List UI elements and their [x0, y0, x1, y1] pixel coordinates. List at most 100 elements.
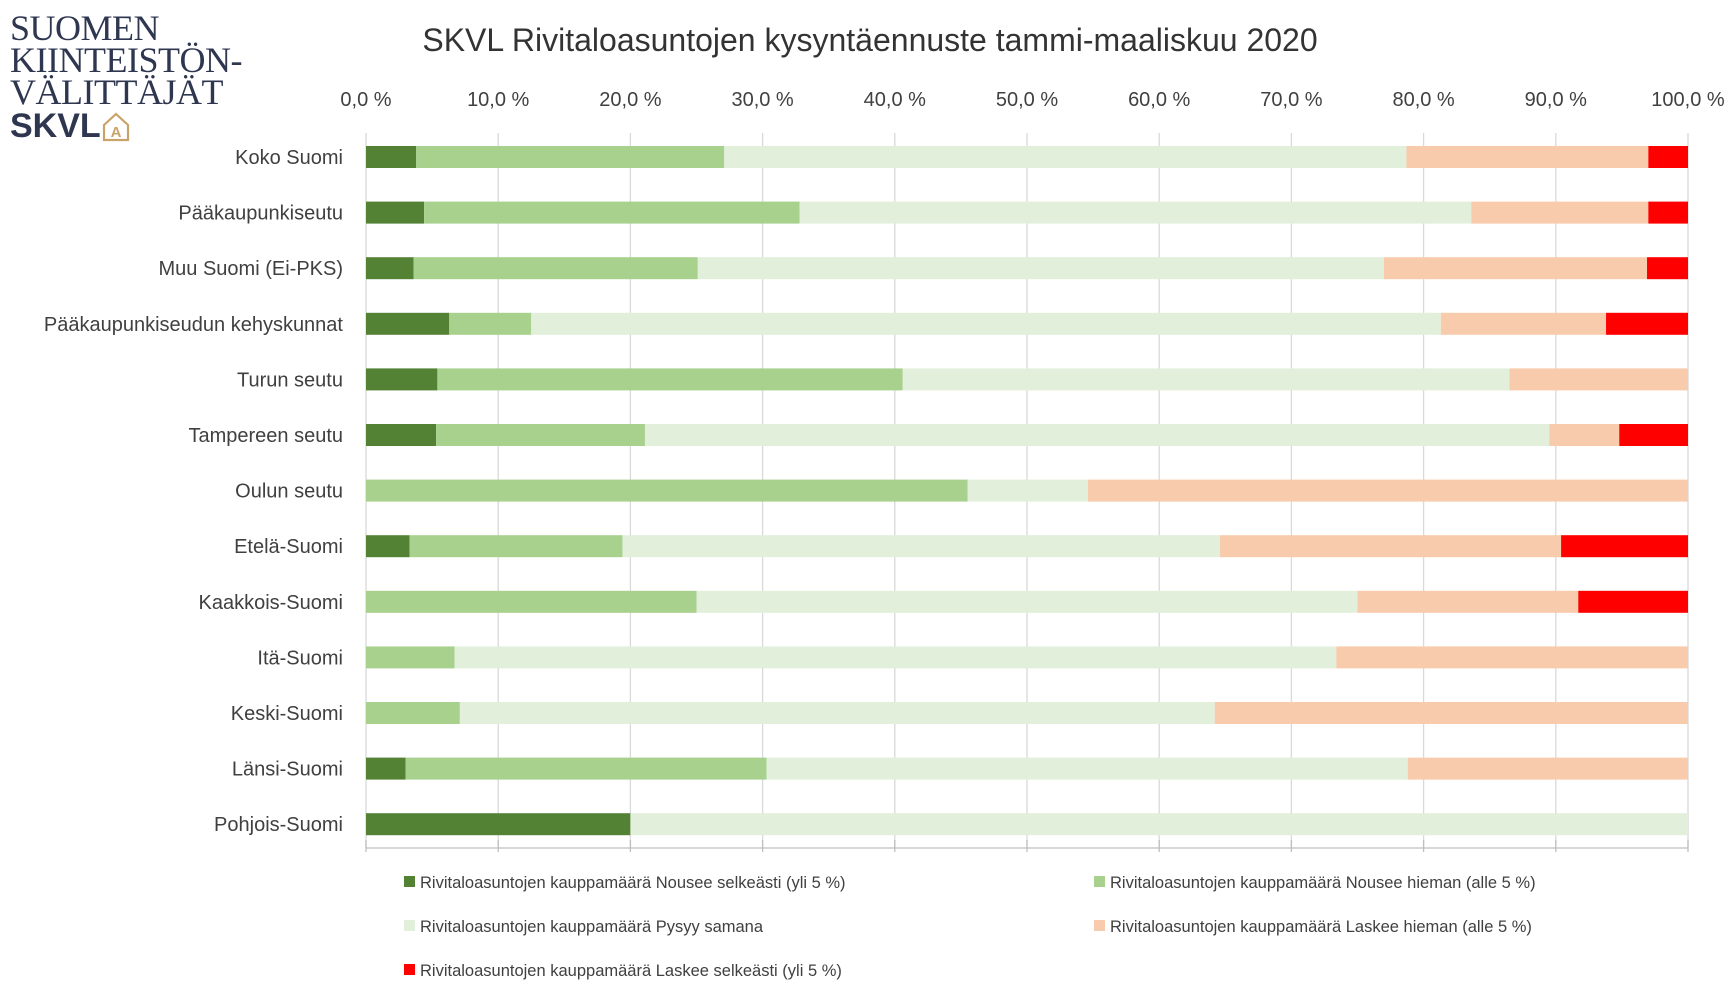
bar-segment	[449, 312, 532, 335]
category-label: Itä-Suomi	[257, 647, 343, 669]
bar-segment	[1647, 257, 1688, 280]
house-icon: A	[102, 112, 130, 142]
bar-segment	[967, 479, 1088, 502]
bar-segment	[1619, 424, 1688, 446]
category-label: Pääkaupunkiseudun kehyskunnat	[44, 314, 344, 336]
bar-segment	[437, 368, 903, 391]
legend-swatch	[404, 876, 415, 887]
bar-segment	[622, 535, 1221, 558]
bar-segment	[1336, 646, 1688, 669]
legend-label: Rivitaloasuntojen kauppamäärä Nousee sel…	[420, 874, 846, 892]
bar-segment	[1648, 146, 1688, 168]
bar-segment	[531, 312, 1441, 335]
bar-segment	[697, 257, 1384, 280]
bar-segment	[366, 201, 425, 224]
bar-segment	[1578, 590, 1688, 613]
bar-segment	[1606, 312, 1688, 335]
bar-segment	[1214, 702, 1688, 724]
logo-line-3: VÄLITTÄJÄT	[10, 72, 223, 112]
category-label: Koko Suomi	[235, 147, 343, 169]
category-labels: Koko Suomi Pääkaupunkiseutu Muu Suomi (Ei-…	[44, 147, 344, 836]
x-tick-label: 70,0 %	[1260, 89, 1322, 111]
x-tick-label: 30,0 %	[731, 89, 793, 111]
bar-segment	[1357, 590, 1579, 613]
bar-segment	[902, 368, 1510, 391]
category-label: Tampereen seutu	[188, 425, 343, 447]
bar-segment	[1087, 479, 1688, 502]
bar-segment	[366, 368, 438, 391]
bar-segment	[366, 646, 455, 669]
x-tick-label: 40,0 %	[864, 89, 926, 111]
bars	[366, 146, 1688, 836]
chart-title: SKVL Rivitaloasuntojen kysyntäennuste ta…	[422, 22, 1318, 58]
bar-segment	[454, 646, 1337, 669]
bar-segment	[799, 201, 1472, 224]
bar-segment	[366, 257, 414, 280]
legend-label: Rivitaloasuntojen kauppamäärä Laskee hie…	[1110, 918, 1532, 936]
x-tick-label: 100,0 %	[1651, 89, 1725, 111]
bar-segment	[366, 590, 697, 613]
category-label: Oulun seutu	[235, 481, 343, 503]
bar-segment	[724, 146, 1407, 168]
bar-segment	[366, 146, 417, 168]
bar-segment	[1406, 146, 1649, 168]
category-label: Muu Suomi (Ei-PKS)	[159, 258, 344, 280]
bar-segment	[1509, 368, 1688, 391]
category-label: Etelä-Suomi	[234, 536, 343, 558]
bar-segment	[1549, 424, 1620, 446]
legend-label: Rivitaloasuntojen kauppamäärä Pysyy sama…	[420, 918, 764, 936]
category-label: Turun seutu	[237, 369, 343, 391]
bar-segment	[1561, 535, 1688, 558]
category-label: Pohjois-Suomi	[214, 814, 343, 836]
x-tick-label: 60,0 %	[1128, 89, 1190, 111]
bar-segment	[1407, 757, 1688, 780]
x-tick-label: 10,0 %	[467, 89, 529, 111]
bar-segment	[644, 424, 1550, 446]
bar-segment	[436, 424, 645, 446]
bar-segment	[366, 479, 968, 502]
skvl-logo: SUOMEN KIINTEISTÖN- VÄLITTÄJÄT SKVL A	[8, 8, 242, 148]
bar-segment	[366, 757, 406, 780]
bar-segment	[1383, 257, 1648, 280]
legend-swatch	[404, 920, 415, 931]
bar-segment	[366, 312, 450, 335]
legend-swatch	[404, 964, 415, 975]
logo-brand: SKVL	[10, 107, 101, 145]
bar-segment	[366, 813, 631, 836]
bar-segment	[366, 702, 460, 724]
bar-segment	[405, 757, 767, 780]
x-tick-label: 50,0 %	[996, 89, 1058, 111]
x-tick-label: 90,0 %	[1525, 89, 1587, 111]
logo-line-1: SUOMEN	[10, 8, 160, 48]
legend-swatch	[1094, 920, 1105, 931]
bar-segment	[366, 535, 410, 558]
legend-label: Rivitaloasuntojen kauppamäärä Laskee sel…	[420, 962, 842, 980]
bar-segment	[1648, 201, 1688, 224]
logo-line-2: KIINTEISTÖN-	[10, 40, 242, 80]
bar-segment	[1440, 312, 1607, 335]
bar-segment	[416, 146, 725, 168]
bar-segment	[459, 702, 1215, 724]
house-letter: A	[111, 124, 122, 141]
x-axis-ticks: 0,0 % 10,0 % 20,0 % 30,0 % 40,0 % 50,0 % 60,0 …	[340, 89, 1724, 111]
bar-segment	[1471, 201, 1649, 224]
bar-segment	[766, 757, 1408, 780]
category-label: Länsi-Suomi	[232, 759, 343, 781]
x-tick-label: 20,0 %	[599, 89, 661, 111]
bar-segment	[424, 201, 800, 224]
bar-segment	[366, 424, 437, 446]
bar-segment	[409, 535, 623, 558]
legend-label: Rivitaloasuntojen kauppamäärä Nousee hie…	[1110, 874, 1536, 892]
x-tick-label: 0,0 %	[340, 89, 391, 111]
legend-swatch	[1094, 876, 1105, 887]
bar-segment	[1220, 535, 1562, 558]
x-tick-label: 80,0 %	[1392, 89, 1454, 111]
bar-segment	[413, 257, 698, 280]
category-label: Kaakkois-Suomi	[198, 592, 343, 614]
category-label: Pääkaupunkiseutu	[178, 203, 343, 225]
bar-segment	[696, 590, 1358, 613]
category-label: Keski-Suomi	[231, 703, 343, 725]
bar-segment	[630, 813, 1688, 836]
legend: Rivitaloasuntojen kauppamäärä Nousee sel…	[404, 874, 1536, 980]
